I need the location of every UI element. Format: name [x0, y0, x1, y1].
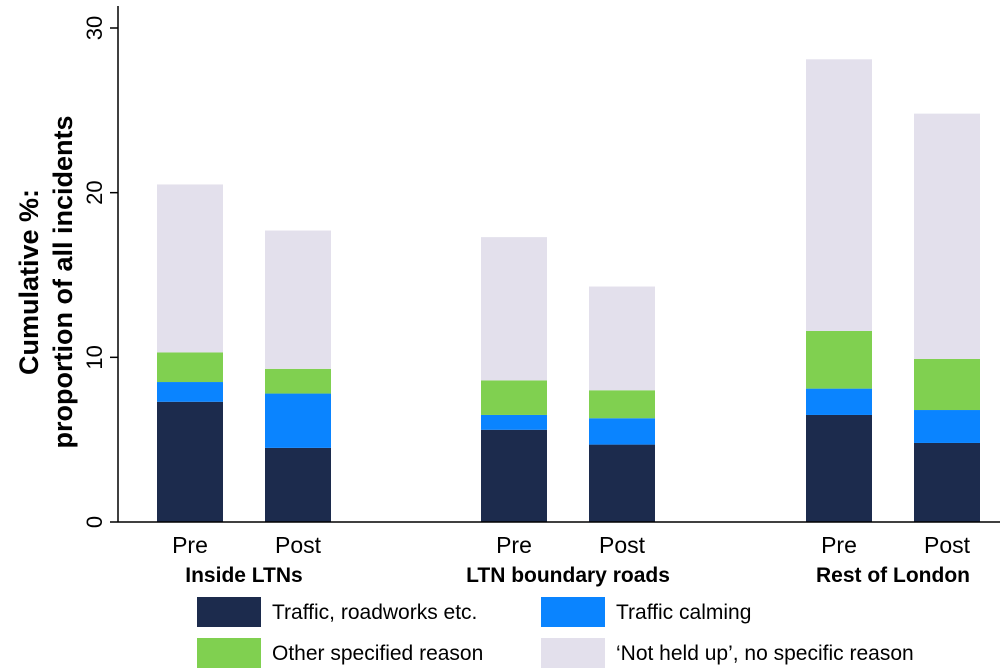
bar-segment-2	[589, 418, 655, 445]
bar-segment-4	[481, 237, 547, 381]
group-label: LTN boundary roads	[466, 564, 670, 587]
y-tick-label: 30	[82, 16, 107, 40]
y-tick-label: 20	[82, 180, 107, 204]
bar-segment-2	[806, 388, 872, 415]
x-labels: Pre Post Inside LTNs Pre Post LTN boundary ro…	[172, 532, 971, 587]
bar-segment-1	[481, 429, 547, 522]
bar-segment-3	[806, 330, 872, 389]
legend-label: Traffic, roadworks etc.	[272, 601, 477, 624]
bar-segment-1	[589, 444, 655, 522]
bar-segment-1	[265, 447, 331, 522]
y-tick-label: 0	[82, 516, 107, 528]
legend-label: Traffic calming	[616, 601, 751, 624]
category-label: Pre	[496, 532, 532, 558]
y-ticks: 0 10 20 30	[82, 16, 118, 528]
legend-label: Other specified reason	[272, 642, 483, 665]
bar-segment-3	[914, 358, 980, 411]
y-tick-label: 10	[82, 345, 107, 369]
bar-segment-4	[914, 113, 980, 359]
bar-segment-2	[914, 410, 980, 443]
category-label: Post	[275, 532, 322, 558]
bar-segment-3	[481, 380, 547, 415]
bars-layer	[157, 59, 980, 522]
bar-segment-2	[265, 393, 331, 448]
bar-segment-2	[157, 382, 223, 402]
legend: Traffic, roadworks etc. Traffic calming Ot…	[197, 597, 914, 668]
bar-segment-3	[265, 368, 331, 394]
bar-segment-4	[589, 286, 655, 391]
y-axis-title-line-2: proportion of all incidents	[48, 116, 78, 449]
legend-label: ‘Not held up’, no specific reason	[616, 642, 914, 665]
group-label: Rest of London	[816, 564, 970, 587]
category-label: Pre	[821, 532, 857, 558]
y-axis-title: Cumulative %: proportion of all incident…	[14, 116, 78, 449]
bar-segment-4	[806, 59, 872, 331]
bar-segment-1	[806, 414, 872, 522]
bar-segment-1	[157, 401, 223, 522]
bar-segment-4	[265, 230, 331, 369]
bar-segment-2	[481, 414, 547, 430]
category-label: Pre	[172, 532, 208, 558]
bar-segment-3	[589, 390, 655, 419]
category-label: Post	[599, 532, 646, 558]
bar-segment-3	[157, 352, 223, 383]
bar-segment-1	[914, 442, 980, 522]
category-label: Post	[924, 532, 971, 558]
group-label: Inside LTNs	[185, 564, 302, 587]
legend-swatch	[197, 597, 261, 627]
bar-segment-4	[157, 184, 223, 353]
legend-swatch	[541, 597, 605, 627]
legend-swatch	[541, 638, 605, 668]
y-axis-title-line-1: Cumulative %:	[14, 189, 44, 375]
y-axis	[117, 6, 1000, 523]
legend-swatch	[197, 638, 261, 668]
